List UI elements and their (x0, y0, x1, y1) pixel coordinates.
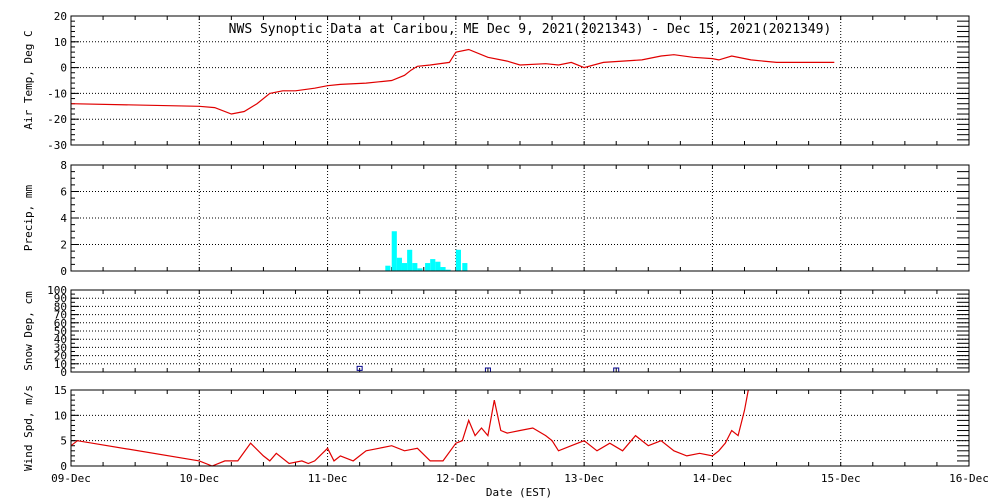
y-tick-label: 60 (54, 317, 67, 330)
y-tick-label: 5 (60, 435, 67, 448)
y-tick-label: 40 (54, 333, 67, 346)
panel-1: -30 -20 -10 0 10 20 Air Temp, Deg C (22, 10, 970, 152)
y-tick-label: 20 (54, 10, 67, 23)
chart-title: NWS Synoptic Data at Caribou, ME Dec 9, … (229, 22, 832, 37)
precip-bar (430, 259, 436, 271)
y-axis-label: Precip, mm (22, 185, 35, 252)
x-tick-label: 10-Dec (179, 472, 219, 485)
precip-bar (440, 267, 446, 271)
y-tick-label: 80 (54, 300, 67, 313)
y-tick-label: -30 (47, 139, 67, 152)
y-tick-label: -10 (47, 87, 67, 100)
y-tick-label: 70 (54, 309, 67, 322)
y-tick-label: 50 (54, 325, 67, 338)
y-tick-label: 100 (47, 284, 67, 297)
precip-bar (445, 269, 451, 271)
y-tick-label: 15 (54, 384, 67, 397)
precip-bar (425, 263, 431, 271)
air-temp-line (70, 48, 835, 115)
y-tick-label: 10 (54, 358, 67, 371)
precip-bar (435, 261, 441, 271)
wind-speed-line (70, 389, 749, 467)
precip-bar (412, 263, 418, 271)
y-tick-label: 8 (60, 159, 67, 172)
y-axis-label: Wind Spd, m/s (22, 385, 35, 471)
precip-bar (407, 249, 413, 271)
y-axis-label: Air Temp, Deg C (22, 30, 35, 129)
x-tick-label: 13-Dec (564, 472, 604, 485)
y-tick-label: 10 (54, 36, 67, 49)
x-axis-label: Date (EST) (486, 486, 552, 499)
precip-bar (401, 263, 408, 271)
panel-2: 0 2 4 6 8 Precip, mm (22, 159, 970, 278)
snow-depth-point (356, 365, 363, 371)
y-tick-label: 0 (60, 460, 67, 473)
y-axis-label: Snow Dep, cm (22, 291, 35, 371)
panel-frame (70, 389, 970, 467)
precip-bar (391, 231, 397, 271)
x-tick-label: 16-Dec (949, 472, 989, 485)
x-tick-label: 09-Dec (51, 472, 91, 485)
precip-bar (385, 265, 391, 271)
y-tick-label: 90 (54, 292, 67, 305)
x-tick-label: 15-Dec (821, 472, 861, 485)
x-tick-label: 12-Dec (436, 472, 476, 485)
precip-bar (455, 249, 461, 271)
y-tick-label: 0 (60, 62, 67, 75)
panel-frame (70, 164, 970, 272)
y-tick-label: 0 (60, 366, 67, 379)
y-tick-label: 4 (60, 212, 67, 225)
precip-bar (396, 257, 402, 271)
y-tick-label: 2 (60, 239, 67, 252)
y-tick-label: 20 (54, 350, 67, 363)
y-tick-label: -20 (47, 113, 67, 126)
y-tick-label: 0 (60, 265, 67, 278)
precip-bar (417, 268, 423, 271)
panel-frame (70, 289, 970, 373)
x-tick-label: 11-Dec (308, 472, 348, 485)
y-tick-label: 10 (54, 409, 67, 422)
precip-bar (462, 263, 468, 271)
y-tick-label: 30 (54, 341, 67, 354)
panel-frame (70, 15, 970, 146)
y-tick-label: 6 (60, 186, 67, 199)
x-tick-label: 14-Dec (693, 472, 733, 485)
panel-4: 0 5 10 15 Wind Spd, m/s (22, 384, 970, 473)
